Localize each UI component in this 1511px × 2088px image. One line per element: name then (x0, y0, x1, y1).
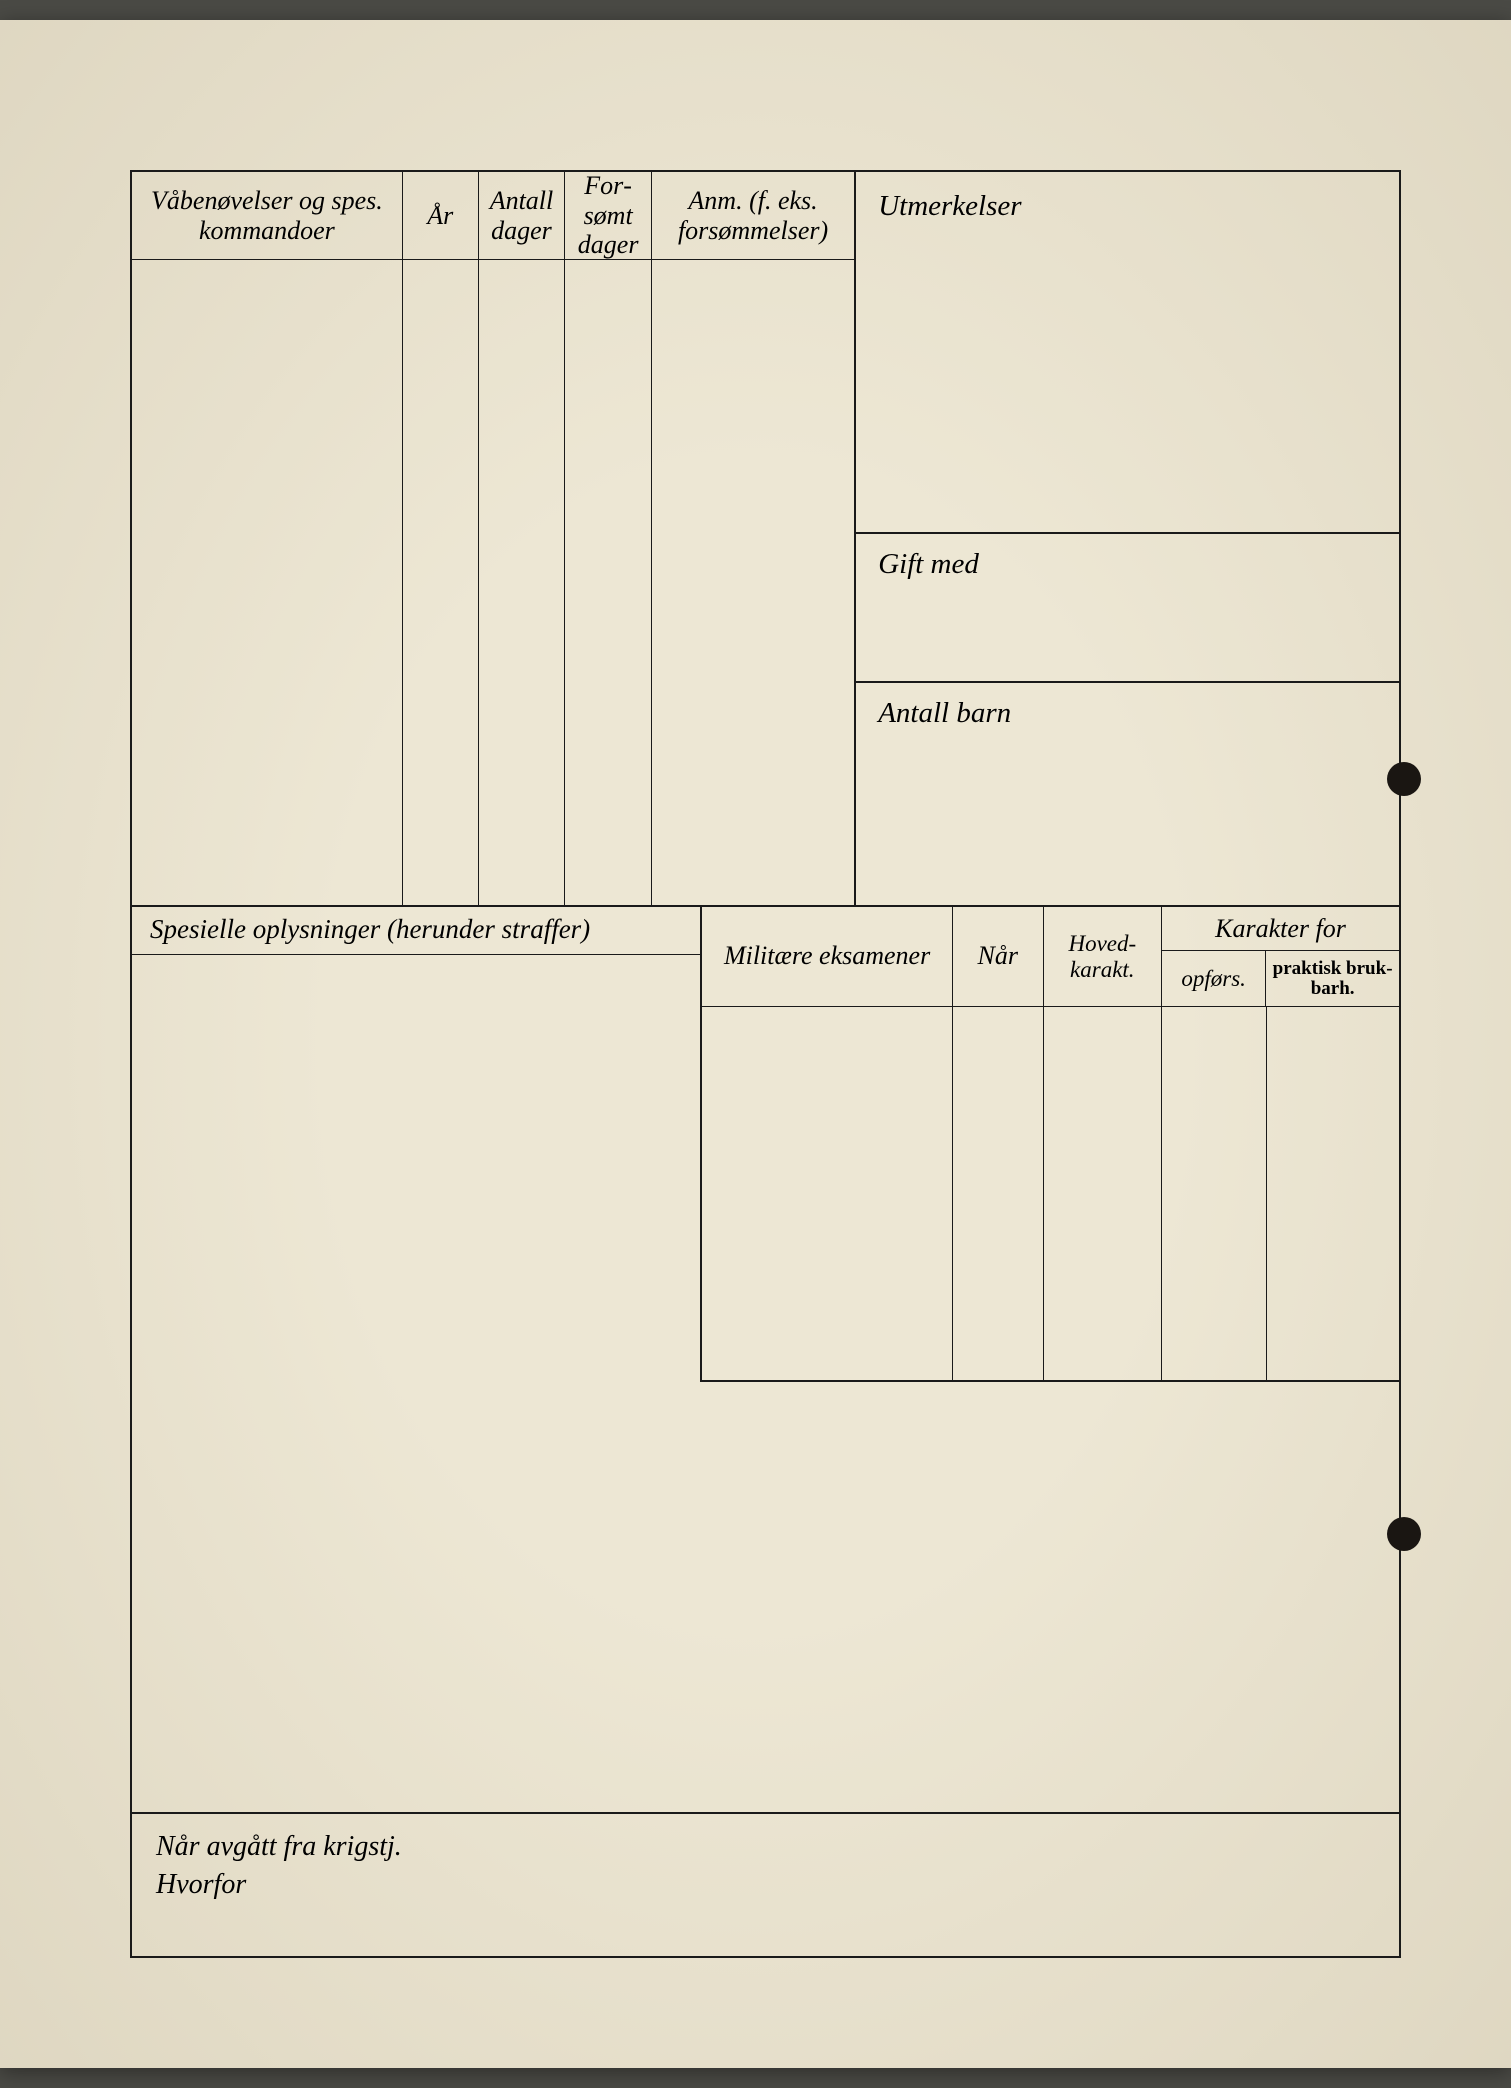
military-exams-table: Militære eksamener Når Hoved­karakt. Kar… (702, 907, 1399, 1382)
upper-right-panel: Utmerkelser Gift med Antall barn (854, 172, 1399, 905)
table-col (702, 1007, 953, 1380)
punch-hole (1387, 1517, 1421, 1551)
table-col (1267, 1007, 1399, 1380)
table-col (1044, 1007, 1162, 1380)
distinctions-label: Utmerkelser (878, 190, 1021, 222)
married-to-field: Gift med (856, 534, 1399, 683)
col-header-forsomt: For­sømt dager (565, 172, 652, 259)
col-header-vaben: Våbenøvelser og spes. kommandoer (132, 172, 403, 259)
form-outer-border: Våbenøvelser og spes. kommandoer År Anta… (130, 170, 1401, 1958)
children-count-label: Antall barn (878, 697, 1011, 729)
col-header-opfors: opførs. (1162, 951, 1266, 1006)
karakter-sub-row: opførs. praktisk bruk­barh. (1162, 951, 1399, 1007)
open-area (702, 1382, 1399, 1812)
special-info-body (132, 955, 700, 1382)
table-col (652, 260, 854, 905)
table-col (479, 260, 566, 905)
table-col (1162, 1007, 1267, 1380)
col-header-ar: År (403, 172, 479, 259)
col-header-anm: Anm. (f. eks. forsømmelser) (652, 172, 854, 259)
special-info-panel: Spesielle oplysninger (herunder straffer… (132, 907, 702, 1382)
col-header-antall: Antall dager (479, 172, 566, 259)
married-to-label: Gift med (878, 548, 979, 580)
col-header-hoved: Hoved­karakt. (1044, 907, 1162, 1007)
middle-section: Spesielle oplysninger (herunder straffer… (132, 907, 1399, 1382)
document-page: Våbenøvelser og spes. kommandoer År Anta… (0, 20, 1511, 2068)
col-header-praktisk: praktisk bruk­barh. (1266, 951, 1399, 1006)
table-col (132, 260, 403, 905)
weapons-table-body (132, 260, 854, 905)
special-info-continued (132, 1382, 702, 1812)
table-col (565, 260, 652, 905)
col-header-eksamen: Militære eksamener (702, 907, 953, 1007)
weapons-table-header-row: Våbenøvelser og spes. kommandoer År Anta… (132, 172, 854, 260)
distinctions-field: Utmerkelser (856, 172, 1399, 534)
departed-service-label: Når avgått fra krigstj. (156, 1828, 1375, 1866)
col-header-nar: Når (953, 907, 1044, 1007)
special-info-header: Spesielle oplysninger (herunder straffer… (132, 907, 700, 955)
table-col (953, 1007, 1044, 1380)
upper-section: Våbenøvelser og spes. kommandoer År Anta… (132, 172, 1399, 907)
children-count-field: Antall barn (856, 683, 1399, 905)
karakter-for-group: Karakter for opførs. praktisk bruk­barh. (1162, 907, 1399, 1007)
bottom-section: Når avgått fra krigstj. Hvorfor (132, 1812, 1399, 1947)
punch-hole (1387, 762, 1421, 796)
col-header-karakter-for: Karakter for (1162, 907, 1399, 951)
reason-label: Hvorfor (156, 1866, 1375, 1904)
military-exams-body (702, 1007, 1399, 1380)
weapons-exercises-table: Våbenøvelser og spes. kommandoer År Anta… (132, 172, 854, 905)
table-col (403, 260, 479, 905)
lower-open-section (132, 1382, 1399, 1812)
military-exams-header: Militære eksamener Når Hoved­karakt. Kar… (702, 907, 1399, 1007)
